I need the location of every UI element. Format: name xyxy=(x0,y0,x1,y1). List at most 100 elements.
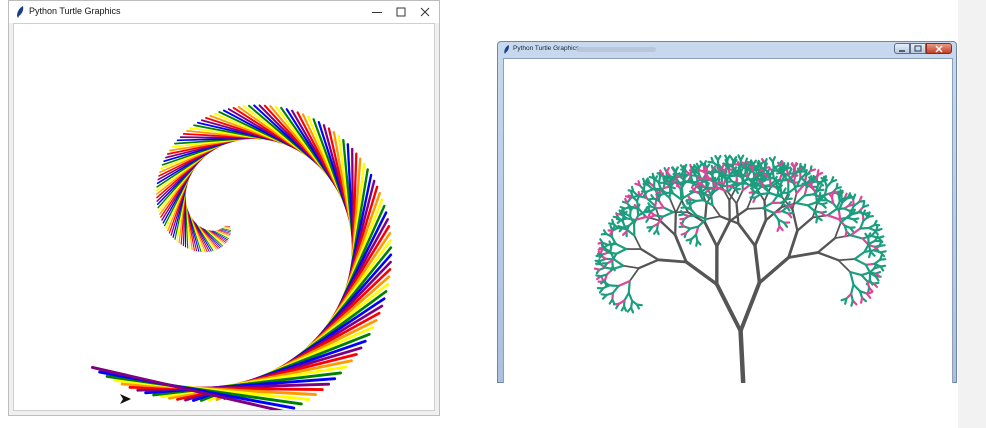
tree-segment xyxy=(863,242,870,253)
tree-segment xyxy=(810,176,815,182)
spiral-segment xyxy=(202,228,222,248)
tree-segment xyxy=(702,199,714,207)
tree-segment xyxy=(796,216,814,232)
tree-segment xyxy=(622,264,640,270)
tree-segment xyxy=(853,250,866,261)
tree-segment xyxy=(837,201,844,212)
tree-segment xyxy=(830,178,838,184)
tree-segment xyxy=(738,328,746,383)
tree-segment xyxy=(867,239,876,246)
tree-segment xyxy=(774,165,779,172)
title-bar[interactable]: Python Turtle Graphics xyxy=(498,42,956,58)
tree-segment xyxy=(872,249,882,254)
tree-segment xyxy=(837,258,856,262)
tree-segment xyxy=(752,159,757,166)
tree-segment xyxy=(783,221,789,228)
tree-segment xyxy=(735,202,740,225)
tree-segment xyxy=(763,184,769,191)
tree-segment xyxy=(787,251,820,259)
tree-segment xyxy=(595,274,602,278)
minimize-button[interactable] xyxy=(894,43,910,54)
spiral-segment xyxy=(187,210,200,252)
tree-segment xyxy=(610,235,617,245)
tree-segment xyxy=(875,227,883,232)
minimize-button[interactable] xyxy=(363,1,391,23)
tree-segment xyxy=(764,168,771,178)
tree-segment xyxy=(858,199,866,203)
tree-segment xyxy=(761,207,775,214)
tree-segment xyxy=(615,247,628,255)
close-button[interactable] xyxy=(926,43,952,54)
spiral-segment xyxy=(196,224,216,251)
tree-segment xyxy=(878,244,886,248)
window-title: Python Turtle Graphics xyxy=(513,45,580,52)
tree-segment xyxy=(787,212,793,219)
tree-segment xyxy=(720,163,725,170)
tree-segment xyxy=(845,292,853,300)
tree-segment xyxy=(716,180,723,185)
maximize-button[interactable] xyxy=(387,1,415,23)
tree-segment xyxy=(661,211,675,218)
tree-segment xyxy=(636,303,640,310)
close-button[interactable] xyxy=(411,1,439,23)
turtle-window-spiral[interactable]: Python Turtle Graphics xyxy=(8,0,440,416)
window-title: Python Turtle Graphics xyxy=(29,6,121,16)
tree-segment xyxy=(817,188,825,192)
spiral-segment xyxy=(219,229,231,234)
tree-segment xyxy=(863,249,875,253)
tree-segment xyxy=(803,186,808,197)
tree-segment xyxy=(873,265,881,270)
tree-segment xyxy=(606,242,617,246)
tree-segment xyxy=(674,181,681,185)
tree-segment xyxy=(639,247,660,261)
tree-segment xyxy=(763,158,768,165)
turtle-canvas[interactable] xyxy=(13,23,435,411)
spiral-segment xyxy=(195,222,214,252)
tree-segment xyxy=(686,211,706,224)
tree-segment xyxy=(750,187,756,194)
tree-segment xyxy=(727,163,732,170)
tree-segment xyxy=(653,228,659,235)
tree-segment xyxy=(865,292,872,299)
tree-segment xyxy=(834,221,842,240)
tree-segment xyxy=(753,243,762,285)
tree-segment xyxy=(695,239,699,247)
tree-segment xyxy=(651,222,659,229)
tree-segment xyxy=(795,202,809,207)
turtle-canvas[interactable] xyxy=(503,58,953,383)
tree-segment xyxy=(868,250,872,259)
tree-segment xyxy=(746,207,764,210)
spiral-segment xyxy=(210,230,228,242)
maximize-button[interactable] xyxy=(910,43,926,54)
tree-segment xyxy=(815,174,819,181)
tree-segment xyxy=(713,166,718,173)
tree-segment xyxy=(820,211,827,217)
tree-segment xyxy=(835,186,842,190)
turtle-window-tree[interactable]: Python Turtle Graphics xyxy=(497,41,957,383)
spiral-segment xyxy=(198,225,217,250)
tree-segment xyxy=(840,189,844,197)
fractal-tree-drawing xyxy=(593,154,887,383)
tree-segment xyxy=(655,193,662,197)
tree-segment xyxy=(673,233,688,264)
spiral-segment xyxy=(217,229,231,235)
tree-segment xyxy=(694,199,705,203)
tree-segment xyxy=(816,237,837,254)
tree-segment xyxy=(694,225,700,236)
tree-segment xyxy=(852,200,861,208)
tree-segment xyxy=(708,186,719,190)
tree-segment xyxy=(690,186,696,193)
spiral-segment xyxy=(214,230,230,238)
tree-segment xyxy=(779,176,785,187)
tree-segment xyxy=(703,220,719,248)
tree-segment xyxy=(779,184,783,199)
spiral-segment xyxy=(204,228,224,247)
tree-segment xyxy=(861,209,867,216)
title-bar[interactable]: Python Turtle Graphics xyxy=(9,1,439,23)
tree-segment xyxy=(716,154,722,162)
tree-segment xyxy=(740,175,748,185)
tree-segment xyxy=(874,275,880,282)
tree-segment xyxy=(860,271,871,277)
tree-segment xyxy=(714,175,721,184)
tree-segment xyxy=(608,298,614,305)
